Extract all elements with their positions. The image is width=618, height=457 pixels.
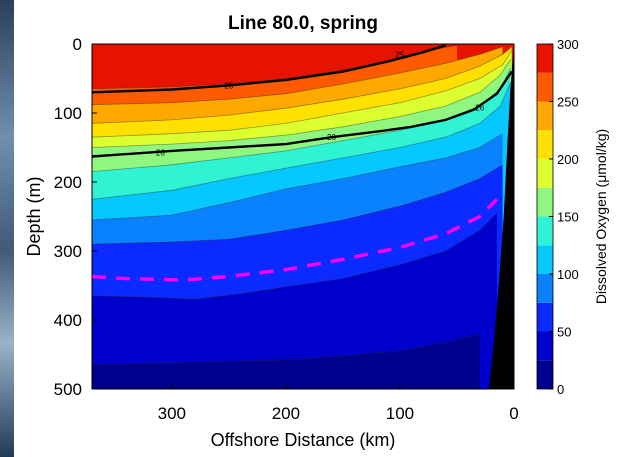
hypoxia-dashed-line bbox=[92, 198, 499, 282]
contour-line-175 bbox=[92, 58, 511, 148]
isopycnal-label: 26 bbox=[475, 103, 484, 112]
colorbar-segment bbox=[537, 130, 553, 159]
y-tick-label: 100 bbox=[54, 104, 82, 123]
colorbar-segment bbox=[537, 360, 553, 389]
chart-title: Line 80.0, spring bbox=[228, 13, 378, 34]
background-photo-strip bbox=[0, 0, 14, 457]
contour-line-25 bbox=[92, 333, 480, 366]
colorbar-segment bbox=[537, 72, 553, 102]
isopycnal-label: 26 bbox=[156, 148, 165, 157]
contour-line-225 bbox=[92, 46, 512, 124]
y-tick-label: 0 bbox=[73, 35, 82, 54]
x-axis-label: Offshore Distance (km) bbox=[211, 430, 396, 450]
colorbar-tick-label: 150 bbox=[557, 210, 579, 225]
x-tick-label: 300 bbox=[158, 404, 186, 423]
colorbar-tick-label: 250 bbox=[557, 95, 579, 110]
colorbar-segment bbox=[537, 331, 553, 361]
contour-line-75 bbox=[92, 164, 503, 245]
isopycnal-25 bbox=[92, 44, 446, 94]
colorbar-segment bbox=[537, 44, 553, 73]
y-tick-label: 500 bbox=[54, 380, 82, 399]
y-tick-label: 200 bbox=[54, 173, 82, 192]
x-tick-label: 100 bbox=[386, 404, 414, 423]
contour-line-200 bbox=[92, 50, 513, 138]
plot-frame bbox=[91, 43, 515, 390]
colorbar-tick-label: 0 bbox=[557, 382, 564, 397]
colorbar-tick-label: 50 bbox=[557, 325, 571, 340]
colorbar-segment bbox=[537, 187, 553, 217]
y-axis-label: Depth (m) bbox=[24, 176, 44, 256]
isopycnal-label: 26 bbox=[327, 133, 336, 142]
colorbar-tick-label: 300 bbox=[557, 37, 579, 52]
x-tick-label: 0 bbox=[509, 404, 518, 423]
colorbar-segment bbox=[537, 159, 553, 188]
y-tick-label: 300 bbox=[54, 242, 82, 261]
isopycnal-26 bbox=[92, 70, 513, 158]
y-tick-label: 400 bbox=[54, 311, 82, 330]
colorbar-tick-label: 200 bbox=[557, 152, 579, 167]
colorbar-label: Dissolved Oxygen (μmol/kg) bbox=[593, 129, 609, 304]
contour-fill-group: 25 25 26 26 26 bbox=[92, 44, 514, 389]
isopycnal-label: 25 bbox=[224, 81, 233, 90]
seafloor-topography bbox=[488, 44, 514, 389]
contour-fill-25 bbox=[92, 333, 514, 389]
colorbar-segment bbox=[537, 101, 553, 131]
contour-line-250 bbox=[92, 46, 503, 106]
colorbar-segment bbox=[537, 216, 553, 246]
contour-fill-50 bbox=[92, 213, 514, 389]
contour-line-125 bbox=[92, 81, 511, 200]
x-tick-label: 200 bbox=[272, 404, 300, 423]
isopycnal-label: 25 bbox=[395, 50, 404, 59]
colorbar-segment bbox=[537, 274, 553, 303]
contour-line-100 bbox=[92, 133, 503, 221]
colorbar-segment bbox=[537, 245, 553, 274]
colorbar-segment bbox=[537, 302, 553, 332]
contour-line-50 bbox=[92, 212, 498, 300]
colorbar-tick-label: 100 bbox=[557, 267, 579, 282]
